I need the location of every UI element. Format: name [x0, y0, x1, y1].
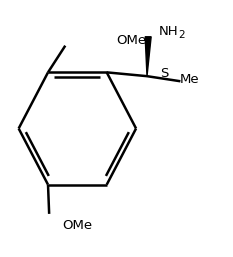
Text: NH: NH [159, 25, 179, 38]
Polygon shape [145, 37, 151, 76]
Text: OMe: OMe [116, 34, 147, 47]
Text: Me: Me [180, 73, 199, 86]
Text: OMe: OMe [62, 219, 93, 232]
Text: S: S [160, 67, 168, 80]
Text: 2: 2 [179, 30, 185, 40]
